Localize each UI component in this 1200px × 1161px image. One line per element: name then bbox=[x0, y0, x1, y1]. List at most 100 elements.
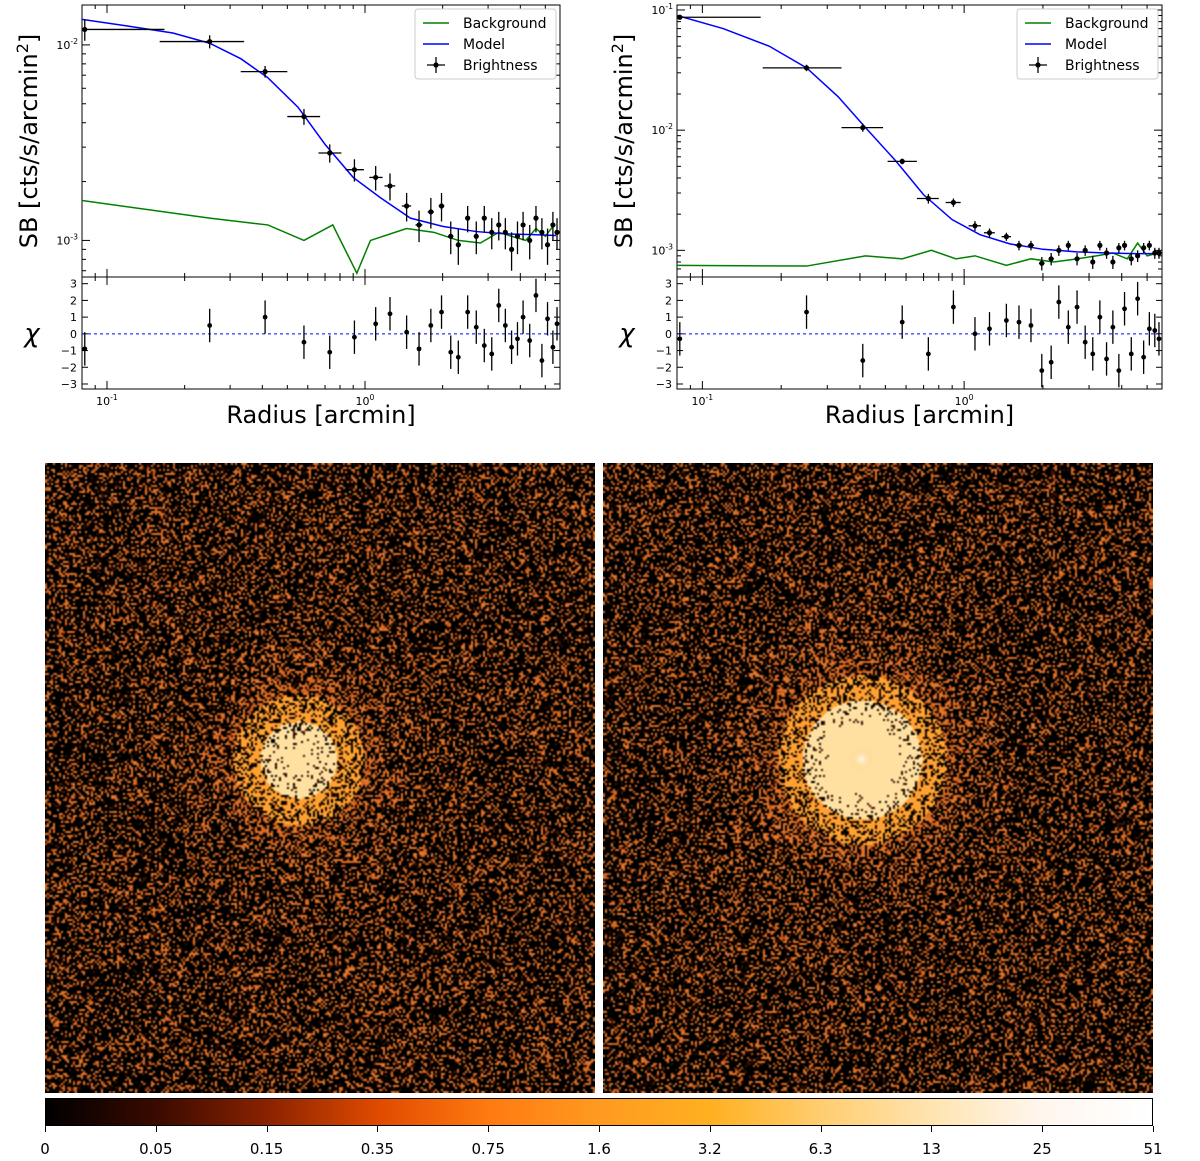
legend-brightness-marker bbox=[433, 62, 439, 68]
model-line bbox=[677, 14, 1158, 255]
brightness-point bbox=[508, 246, 515, 252]
y-axis-label: SB [cts/s/arcmin2] bbox=[13, 34, 43, 249]
residual-point bbox=[1104, 356, 1109, 362]
residual-y-tick-label: 2 bbox=[665, 294, 672, 307]
right-profile: 10-1 100 10-3 10-2 10-1 −3 −2 −1 0 1 2 3 Radius [arc… bbox=[608, 2, 1163, 429]
brightness-point bbox=[1128, 256, 1134, 262]
brightness-point bbox=[1016, 242, 1022, 248]
svg-text:SB [cts/s/arcmin2]: SB [cts/s/arcmin2] bbox=[608, 34, 638, 249]
residual-point bbox=[677, 336, 683, 342]
legend-brightness-marker bbox=[1035, 62, 1041, 68]
brightness-point bbox=[481, 215, 487, 221]
residual-point bbox=[515, 336, 520, 342]
brightness-point bbox=[1039, 260, 1045, 266]
brightness-point bbox=[1135, 253, 1141, 259]
colorbar-tick bbox=[266, 1126, 268, 1132]
colorbar-tick-label: 6.3 bbox=[808, 1140, 833, 1158]
x-tick-label: 100 bbox=[356, 393, 375, 408]
colorbar-tick bbox=[155, 1126, 157, 1132]
brightness-point bbox=[986, 230, 993, 236]
colorbar-tick bbox=[1042, 1126, 1044, 1132]
brightness-point bbox=[351, 167, 358, 173]
legend: Background Model Brightness bbox=[1016, 8, 1159, 80]
residual-y-tick-label: −3 bbox=[656, 378, 672, 391]
residual-point bbox=[1128, 351, 1134, 357]
residual-point bbox=[972, 331, 978, 337]
residual-point bbox=[1056, 299, 1062, 305]
brightness-point bbox=[972, 223, 978, 229]
residual-point bbox=[1146, 326, 1152, 332]
residual-point bbox=[455, 354, 461, 360]
legend: Background Model Brightness bbox=[414, 8, 557, 80]
residual-y-tick-label: 3 bbox=[70, 278, 77, 291]
colorbar bbox=[45, 1098, 1153, 1126]
brightness-point bbox=[438, 203, 445, 209]
brightness-point bbox=[554, 229, 560, 235]
brightness-point bbox=[1146, 242, 1152, 248]
brightness-point bbox=[550, 222, 556, 228]
brightness-point bbox=[207, 38, 213, 45]
colorbar-tick-label: 0.15 bbox=[249, 1140, 284, 1158]
colorbar-tick bbox=[709, 1126, 711, 1132]
residual-y-tick-label: 1 bbox=[665, 311, 672, 324]
residual-point bbox=[82, 346, 88, 352]
residual-point bbox=[804, 309, 809, 315]
legend-background-label: Background bbox=[463, 16, 547, 32]
brightness-point bbox=[1082, 247, 1088, 253]
brightness-point bbox=[502, 229, 508, 235]
brightness-point bbox=[1110, 259, 1116, 265]
brightness-point bbox=[1003, 234, 1009, 240]
residual-point bbox=[533, 292, 539, 298]
brightness-point bbox=[1090, 259, 1096, 265]
brightness-point bbox=[803, 65, 810, 71]
residual-point bbox=[1156, 336, 1162, 342]
residual-point bbox=[550, 344, 556, 350]
colorbar-tick-label: 0 bbox=[40, 1140, 50, 1158]
residual-point bbox=[1028, 323, 1034, 328]
colorbar-tick bbox=[599, 1126, 600, 1132]
residual-y-tick-label: −1 bbox=[656, 345, 672, 358]
residual-point bbox=[481, 343, 487, 348]
residual-y-axis-label: χ bbox=[617, 319, 636, 349]
residual-y-tick-label: 3 bbox=[665, 278, 672, 291]
residual-point bbox=[207, 323, 213, 328]
brightness-point bbox=[899, 158, 905, 164]
residual-point bbox=[1074, 304, 1080, 310]
residual-point bbox=[465, 309, 471, 315]
residual-point bbox=[1016, 319, 1022, 325]
brightness-point bbox=[527, 237, 533, 244]
brightness-point bbox=[677, 14, 683, 20]
colorbar-tick-label: 0.35 bbox=[360, 1140, 395, 1158]
brightness-point bbox=[950, 199, 957, 206]
brightness-point bbox=[1065, 242, 1071, 248]
legend-box bbox=[1016, 8, 1159, 80]
residual-point bbox=[448, 349, 454, 355]
colorbar-tick bbox=[1153, 1126, 1154, 1132]
brightness-point bbox=[301, 113, 307, 120]
plot-area bbox=[82, 18, 560, 275]
residual-point bbox=[262, 314, 268, 320]
x-tick-label: 10-1 bbox=[692, 393, 714, 408]
residual-point bbox=[1110, 324, 1116, 330]
brightness-point bbox=[533, 215, 539, 221]
residual-point bbox=[860, 358, 866, 363]
brightness-point bbox=[544, 242, 551, 248]
residual-point bbox=[1090, 351, 1096, 357]
x-axis-label: Radius [arcmin] bbox=[825, 401, 1014, 429]
residual-y-tick-label: 2 bbox=[70, 294, 77, 307]
y-tick-label: 10-3 bbox=[651, 242, 673, 257]
residual-point bbox=[473, 324, 479, 330]
brightness-point bbox=[387, 183, 393, 189]
legend-brightness-label: Brightness bbox=[1065, 58, 1140, 74]
brightness-point bbox=[262, 69, 268, 75]
brightness-point bbox=[1121, 242, 1128, 248]
residual-point bbox=[951, 304, 956, 310]
legend-background-label: Background bbox=[1065, 16, 1149, 32]
residual-point bbox=[509, 344, 514, 350]
brightness-point bbox=[82, 26, 88, 33]
brightness-point bbox=[455, 242, 461, 248]
residual-point bbox=[1135, 296, 1141, 302]
y-axis-label: SB [cts/s/arcmin2] bbox=[608, 34, 638, 249]
residual-y-tick-label: −2 bbox=[61, 361, 77, 374]
residual-y-axis-label: χ bbox=[22, 319, 41, 349]
